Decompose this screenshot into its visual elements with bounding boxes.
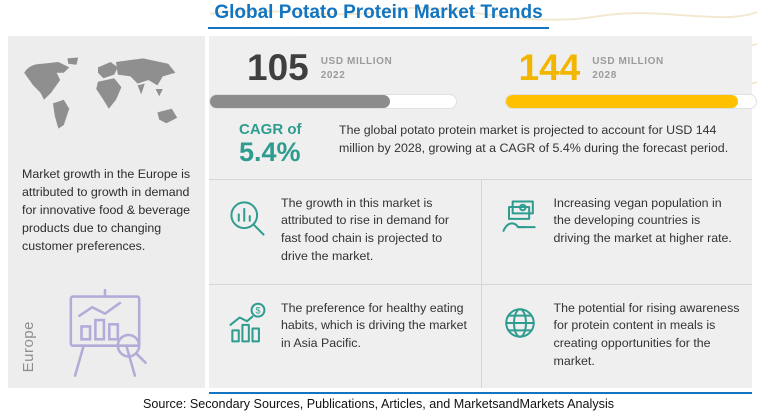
left-panel: Market growth in the Europe is attribute… [8,36,205,388]
stat-2022-value: 105 [247,47,309,88]
money-hand-icon [501,200,536,232]
bottom-divider [209,392,752,394]
bar-2028-fill [505,95,738,108]
cagr-description: The global potato protein market is proj… [339,123,729,155]
page-title: Global Potato Protein Market Trends [208,2,549,29]
left-panel-description: Market growth in the Europe is attribute… [22,167,191,253]
insight-cell-vegan: Increasing vegan population in the devel… [480,179,753,284]
bar-growth-dollar-icon: $ [229,302,266,343]
stat-2028-value: 144 [518,47,581,88]
source-attribution: Source: Secondary Sources, Publications,… [142,397,615,411]
cagr-label: CAGR of [239,121,302,138]
stat-2028-unit: USD MILLION 2028 [592,56,664,81]
presentation-chart-icon [69,288,147,377]
main-panel: 105 USD MILLION 2022 144 USD MILLION 202… [209,36,757,388]
insight-text: The potential for rising awareness for p… [553,300,740,368]
bar-2022-fill [210,95,390,108]
cagr-badge: CAGR of 5.4% [239,121,333,168]
stat-2022: 105 USD MILLION 2022 [209,49,481,109]
cagr-value: 5.4% [239,137,301,167]
bar-2022-track [209,94,457,109]
world-map-icon [23,57,177,129]
insight-cell-healthy-eating: $ The preference for healthy eating habi… [209,283,481,388]
region-label: Europe [20,320,37,372]
chart-magnifier-icon [230,201,265,236]
bar-2028-track [504,94,757,109]
stat-2022-unit: USD MILLION 2022 [320,56,393,81]
svg-text:$: $ [255,305,260,315]
insights-grid: The growth in this market is attributed … [209,179,753,388]
insight-text: Increasing vegan population in the devel… [553,195,732,245]
stat-2028: 144 USD MILLION 2028 [481,47,757,109]
insight-cell-growth: The growth in this market is attributed … [209,180,481,284]
insight-cell-protein-awareness: The potential for rising awareness for p… [480,283,752,388]
cagr-section: CAGR of 5.4% The global potato protein m… [209,109,752,180]
market-size-stats: 105 USD MILLION 2022 144 USD MILLION 202… [209,36,757,109]
left-panel-footer: Europe [12,288,201,382]
globe-icon [504,308,535,338]
insight-text: The preference for healthy eating habits… [281,300,467,351]
insight-text: The growth in this market is attributed … [281,195,450,263]
header: Global Potato Protein Market Trends [0,2,757,29]
